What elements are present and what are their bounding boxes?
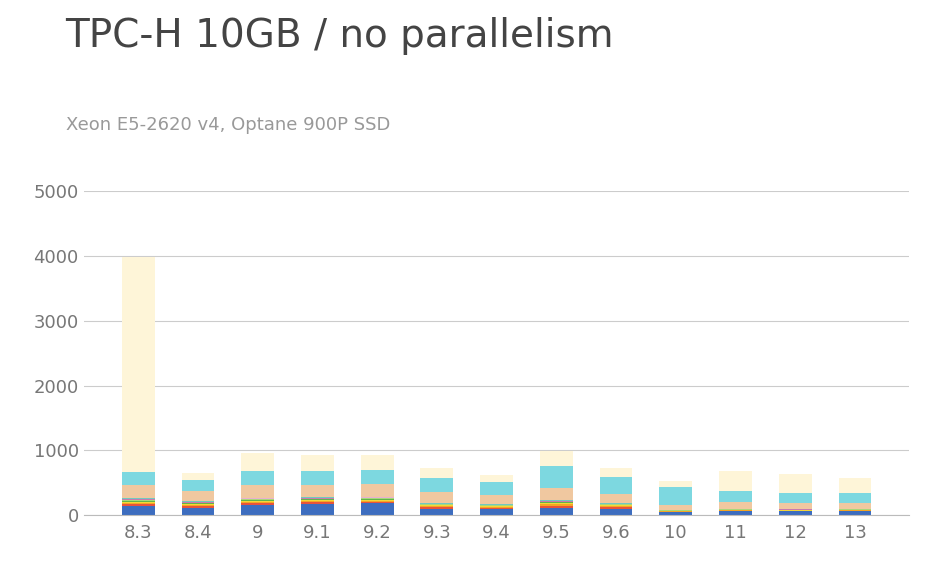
Text: Xeon E5-2620 v4, Optane 900P SSD: Xeon E5-2620 v4, Optane 900P SSD <box>66 116 389 134</box>
Bar <box>539 450 572 466</box>
Bar <box>122 257 154 472</box>
Bar <box>599 507 632 508</box>
Bar <box>539 504 572 505</box>
Bar <box>122 472 154 485</box>
Bar <box>420 468 453 478</box>
Bar <box>300 499 333 500</box>
Bar <box>360 455 393 470</box>
Bar <box>778 493 811 503</box>
Bar <box>838 511 870 515</box>
Bar <box>479 508 513 510</box>
Bar <box>838 493 870 503</box>
Bar <box>718 511 752 515</box>
Bar <box>659 481 692 487</box>
Bar <box>479 475 513 482</box>
Bar <box>122 502 154 503</box>
Bar <box>778 503 811 509</box>
Bar <box>599 494 632 503</box>
Bar <box>659 487 692 505</box>
Bar <box>479 507 513 508</box>
Bar <box>479 506 513 507</box>
Bar <box>241 505 274 515</box>
Bar <box>778 474 811 493</box>
Bar <box>360 500 393 501</box>
Bar <box>539 466 572 489</box>
Bar <box>300 471 333 485</box>
Bar <box>241 471 274 485</box>
Bar <box>659 512 692 515</box>
Bar <box>420 505 453 506</box>
Bar <box>241 501 274 502</box>
Text: TPC-H 10GB / no parallelism: TPC-H 10GB / no parallelism <box>66 17 613 56</box>
Bar <box>778 511 811 515</box>
Bar <box>360 499 393 500</box>
Bar <box>599 468 632 477</box>
Bar <box>300 500 333 501</box>
Bar <box>420 506 453 507</box>
Bar <box>718 491 752 503</box>
Bar <box>599 505 632 506</box>
Bar <box>182 491 214 501</box>
Bar <box>838 503 870 509</box>
Bar <box>360 470 393 485</box>
Bar <box>838 478 870 493</box>
Bar <box>718 503 752 509</box>
Bar <box>182 505 214 506</box>
Bar <box>182 506 214 508</box>
Bar <box>420 507 453 509</box>
Bar <box>420 478 453 492</box>
Bar <box>479 482 513 495</box>
Bar <box>122 505 154 515</box>
Bar <box>420 509 453 515</box>
Bar <box>718 471 752 491</box>
Bar <box>300 504 333 515</box>
Bar <box>539 489 572 500</box>
Bar <box>182 503 214 504</box>
Bar <box>479 495 513 504</box>
Bar <box>420 492 453 503</box>
Bar <box>122 500 154 501</box>
Bar <box>360 502 393 503</box>
Bar <box>539 503 572 504</box>
Bar <box>300 501 333 503</box>
Bar <box>122 503 154 504</box>
Bar <box>122 485 154 499</box>
Bar <box>300 503 333 504</box>
Bar <box>300 485 333 497</box>
Bar <box>182 473 214 480</box>
Bar <box>241 504 274 505</box>
Bar <box>479 510 513 515</box>
Bar <box>182 480 214 491</box>
Bar <box>599 508 632 515</box>
Bar <box>360 503 393 515</box>
Bar <box>122 501 154 502</box>
Bar <box>182 508 214 515</box>
Bar <box>539 505 572 508</box>
Bar <box>241 499 274 500</box>
Bar <box>241 502 274 504</box>
Bar <box>241 500 274 501</box>
Bar <box>241 453 274 471</box>
Bar <box>360 501 393 502</box>
Bar <box>659 505 692 510</box>
Bar <box>122 504 154 505</box>
Bar <box>599 477 632 494</box>
Bar <box>241 485 274 498</box>
Bar <box>599 506 632 507</box>
Bar <box>182 504 214 505</box>
Bar <box>360 485 393 497</box>
Bar <box>539 508 572 515</box>
Bar <box>539 502 572 503</box>
Bar <box>300 455 333 471</box>
